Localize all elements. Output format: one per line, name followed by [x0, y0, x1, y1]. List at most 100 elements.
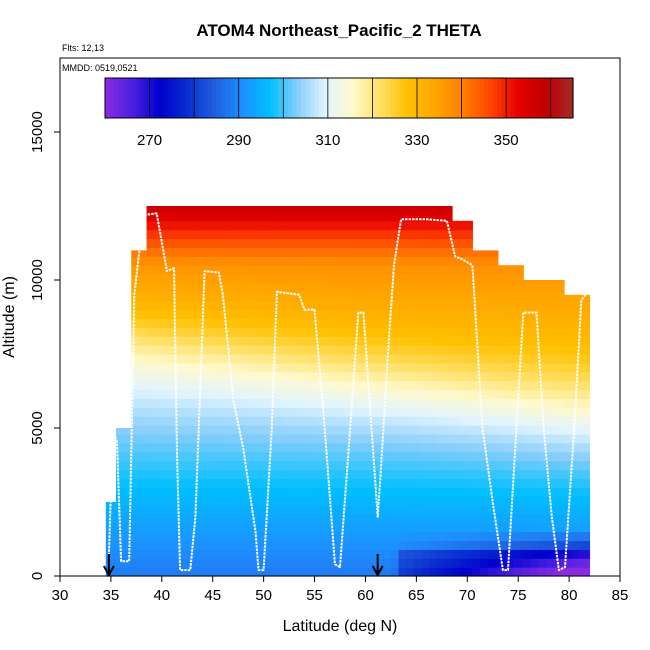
curtain-cell — [520, 460, 524, 471]
curtain-cell — [513, 380, 522, 391]
curtain-cell — [245, 318, 255, 328]
curtain-cell — [413, 247, 423, 257]
curtain-cell — [253, 238, 262, 249]
curtain-cell — [383, 336, 392, 346]
curtain-cell — [329, 469, 339, 479]
curtain-cell — [284, 318, 293, 328]
curtain-cell — [284, 291, 293, 302]
curtain-cell — [154, 558, 163, 568]
curtain-cell — [222, 247, 232, 257]
curtain-cell — [146, 327, 155, 337]
curtain-cell — [306, 558, 316, 568]
curtain-cell — [352, 504, 361, 515]
curtain-cell — [383, 469, 392, 479]
colorbar-swatch — [394, 78, 400, 118]
curtain-cell — [467, 371, 473, 382]
curtain-cell — [161, 504, 171, 515]
curtain-cell — [245, 327, 255, 337]
curtain-cell — [276, 460, 285, 471]
curtain-cell — [398, 478, 407, 488]
curtain-cell — [253, 380, 262, 391]
curtain-cell — [495, 389, 499, 399]
curtain-cell — [505, 354, 514, 364]
curtain-cell — [444, 504, 453, 515]
curtain-cell — [452, 265, 461, 275]
curtain-cell — [337, 398, 346, 408]
curtain-cell — [553, 496, 563, 506]
curtain-cell — [138, 433, 148, 444]
colorbar-swatch — [238, 78, 244, 118]
curtain-cell — [413, 425, 423, 435]
curtain-cell — [368, 211, 377, 222]
curtain-cell — [444, 478, 453, 488]
curtain-cell — [444, 309, 453, 320]
curtain-cell — [215, 229, 224, 240]
curtain-cell — [337, 451, 346, 462]
curtain-cell — [487, 469, 496, 479]
curtain-cell — [444, 513, 453, 524]
curtain-cell — [444, 469, 453, 479]
curtain-cell — [146, 211, 155, 222]
curtain-cell — [497, 318, 507, 328]
curtain-cell — [360, 558, 369, 568]
curtain-cell — [523, 407, 532, 417]
curtain-cell — [322, 460, 331, 471]
curtain-cell — [345, 558, 354, 568]
curtain-cell — [215, 531, 224, 542]
curtain-cell — [538, 354, 547, 364]
curtain-cell — [215, 211, 224, 222]
curtain-cell — [207, 238, 216, 249]
curtain-cell — [561, 327, 565, 337]
curtain-cell — [222, 265, 232, 275]
curtain-cell — [177, 433, 186, 444]
curtain-cell — [291, 567, 300, 577]
curtain-cell — [406, 282, 415, 293]
curtain-cell — [368, 309, 377, 320]
curtain-cell — [299, 478, 308, 488]
curtain-cell — [398, 522, 407, 533]
curtain-cell — [413, 558, 423, 568]
curtain-cell — [306, 318, 316, 328]
curtain-cell — [261, 487, 270, 497]
colorbar-swatch — [140, 78, 146, 118]
curtain-cell — [383, 389, 392, 399]
curtain-cell — [291, 318, 300, 328]
curtain-cell — [383, 460, 392, 471]
curtain-cell — [192, 256, 201, 266]
curtain-cell — [177, 522, 186, 533]
colorbar-swatch — [555, 78, 561, 118]
curtain-cell — [571, 354, 580, 364]
curtain-cell — [253, 504, 262, 515]
x-tick-label: 45 — [204, 587, 221, 604]
curtain-cell — [161, 371, 171, 382]
curtain-cell — [138, 318, 148, 328]
curtain-cell — [429, 220, 438, 231]
curtain-cell — [505, 496, 514, 506]
curtain-cell — [261, 354, 270, 364]
curtain-cell — [513, 291, 522, 302]
curtain-cell — [513, 398, 522, 408]
curtain-cell — [459, 478, 468, 488]
curtain-cell — [352, 206, 361, 213]
curtain-cell — [200, 220, 209, 231]
curtain-cell — [261, 513, 270, 524]
curtain-cell — [586, 345, 591, 355]
curtain-cell — [398, 398, 407, 408]
curtain-cell — [177, 504, 186, 515]
curtain-cell — [546, 442, 555, 453]
curtain-cell — [571, 318, 580, 328]
curtain-cell — [192, 451, 201, 462]
curtain-cell — [177, 567, 186, 577]
curtain-cell — [406, 238, 415, 249]
curtain-cell — [406, 362, 415, 373]
colorbar-swatch — [474, 78, 480, 118]
colorbar-frame — [104, 77, 574, 119]
curtain-cell — [406, 309, 415, 320]
curtain-cell — [207, 300, 216, 311]
curtain-cell — [306, 282, 316, 293]
curtain-cell — [513, 442, 522, 453]
curtain-cell — [276, 416, 285, 426]
curtain-cell — [222, 522, 232, 533]
curtain-cell — [253, 407, 262, 417]
curtain-cell — [553, 416, 563, 426]
